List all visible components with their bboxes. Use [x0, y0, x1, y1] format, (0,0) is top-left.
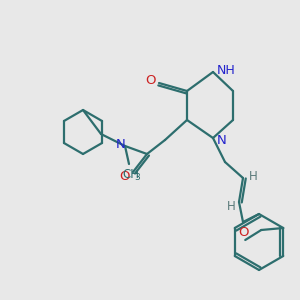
Text: NH: NH	[217, 64, 236, 76]
Text: N: N	[217, 134, 227, 146]
Text: H: H	[226, 200, 236, 212]
Text: H: H	[249, 169, 257, 182]
Text: O: O	[239, 226, 249, 238]
Text: N: N	[116, 137, 126, 151]
Text: O: O	[146, 74, 156, 88]
Text: CH: CH	[122, 167, 140, 181]
Text: O: O	[120, 169, 130, 182]
Text: 3: 3	[134, 172, 140, 182]
